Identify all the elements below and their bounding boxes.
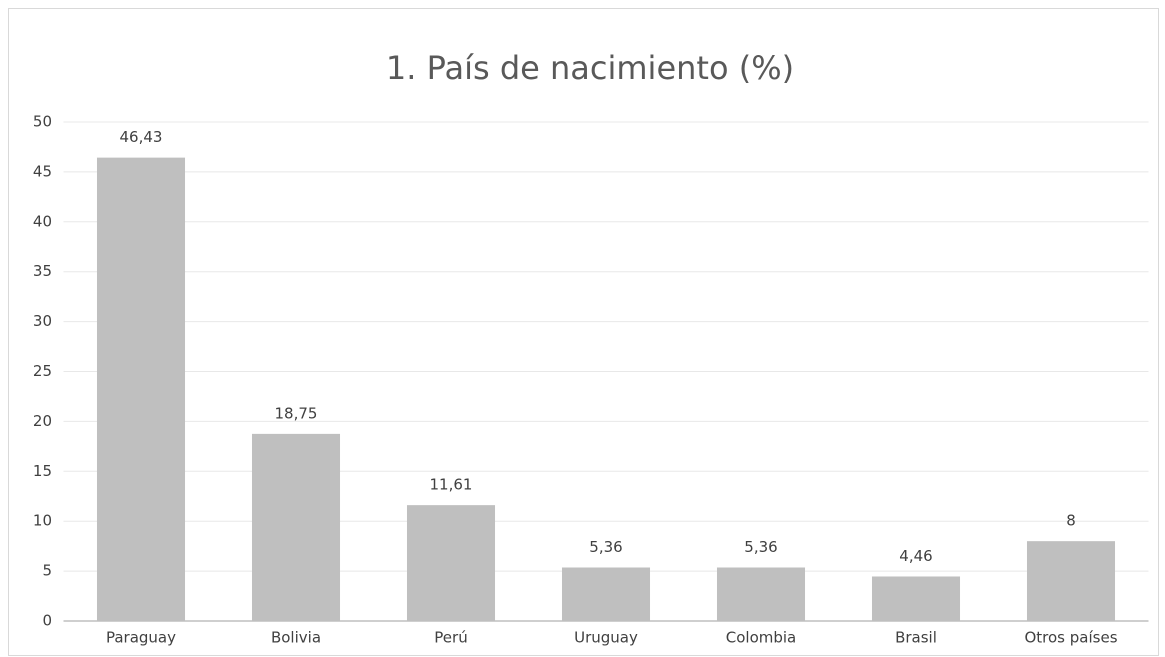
y-tick-label: 10	[33, 512, 52, 530]
x-tick-label: Paraguay	[106, 629, 176, 647]
x-tick-label: Perú	[434, 629, 467, 647]
bar	[1026, 541, 1116, 621]
x-tick-label: Uruguay	[574, 629, 638, 647]
chart-title: 1. País de nacimiento (%)	[386, 49, 794, 87]
y-tick-label: 40	[33, 212, 52, 230]
x-tick-label: Bolivia	[271, 629, 321, 647]
x-tick-label: Brasil	[895, 629, 937, 647]
y-tick-label: 15	[33, 462, 52, 480]
data-label: 46,43	[120, 128, 163, 146]
bar	[561, 567, 651, 621]
bar	[716, 567, 806, 621]
y-tick-label: 45	[33, 162, 52, 180]
bar	[406, 505, 496, 621]
y-tick-label: 30	[33, 312, 52, 330]
x-tick-label: Colombia	[726, 629, 797, 647]
bar	[96, 157, 186, 621]
data-label: 5,36	[744, 538, 777, 556]
data-label: 5,36	[589, 538, 622, 556]
chart-border	[8, 8, 1159, 656]
y-tick-label: 25	[33, 362, 52, 380]
bar	[871, 576, 961, 621]
bar	[251, 433, 341, 621]
y-tick-label: 50	[33, 113, 52, 131]
x-tick-label: Otros países	[1024, 629, 1117, 647]
data-label: 4,46	[899, 547, 932, 565]
y-tick-label: 35	[33, 262, 52, 280]
y-tick-label: 20	[33, 412, 52, 430]
y-tick-label: 0	[42, 612, 52, 630]
data-label: 18,75	[275, 404, 318, 422]
data-label: 8	[1066, 512, 1076, 530]
data-label: 11,61	[430, 476, 473, 494]
y-tick-label: 5	[42, 562, 52, 580]
